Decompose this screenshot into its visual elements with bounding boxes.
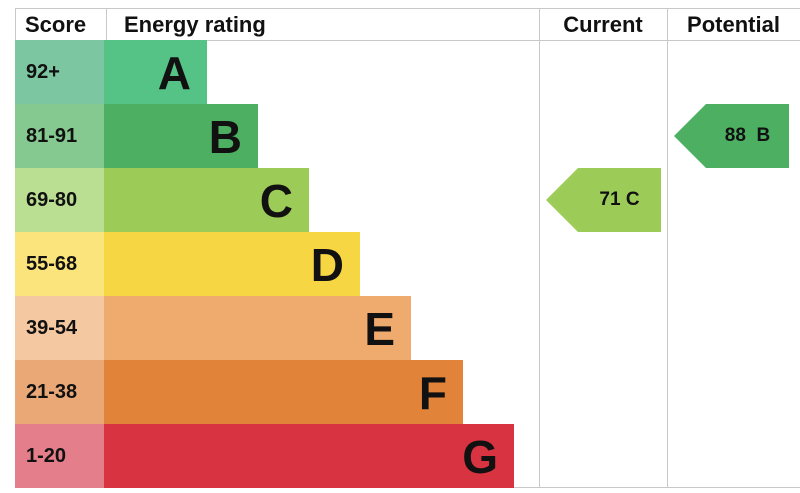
band-letter: C [259,175,293,227]
score-header: Score [25,12,87,37]
header-divider [15,40,800,41]
potential-header: Potential [687,12,780,37]
score-range-b: 81-91 [15,104,104,168]
band-letter: E [364,303,395,355]
band-bar-d: D [104,232,360,296]
band-letter: B [208,111,242,163]
current-rating-arrow: 71 C [546,168,661,232]
band-letter: D [310,239,344,291]
potential-rating-arrow: 88 B [674,104,789,168]
score-range-g: 1-20 [15,424,104,488]
top-border [15,8,800,9]
score-range-d: 55-68 [15,232,104,296]
band-bar-a: A [104,40,207,104]
left-border [15,8,16,40]
band-letter: F [418,367,447,419]
band-letter: A [157,47,191,99]
potential-arrow-shape [674,104,789,168]
band-bar-e: E [104,296,411,360]
current-divider [539,8,540,488]
potential-rating-label: 88 B [724,125,771,146]
current-rating-label: 71 C [599,189,640,210]
band-bar-b: B [104,104,258,168]
score-range-f: 21-38 [15,360,104,424]
potential-divider [667,8,668,488]
score-range-e: 39-54 [15,296,104,360]
band-bar-f: F [104,360,463,424]
score-divider [106,8,107,40]
score-range-c: 69-80 [15,168,104,232]
band-letter: G [462,431,498,483]
band-bar-c: C [104,168,309,232]
current-arrow-shape [546,168,661,232]
score-range-a: 92+ [15,40,104,104]
energy-rating-header: Energy rating [124,12,266,37]
current-header: Current [563,12,643,37]
band-bar-g: G [104,424,514,488]
